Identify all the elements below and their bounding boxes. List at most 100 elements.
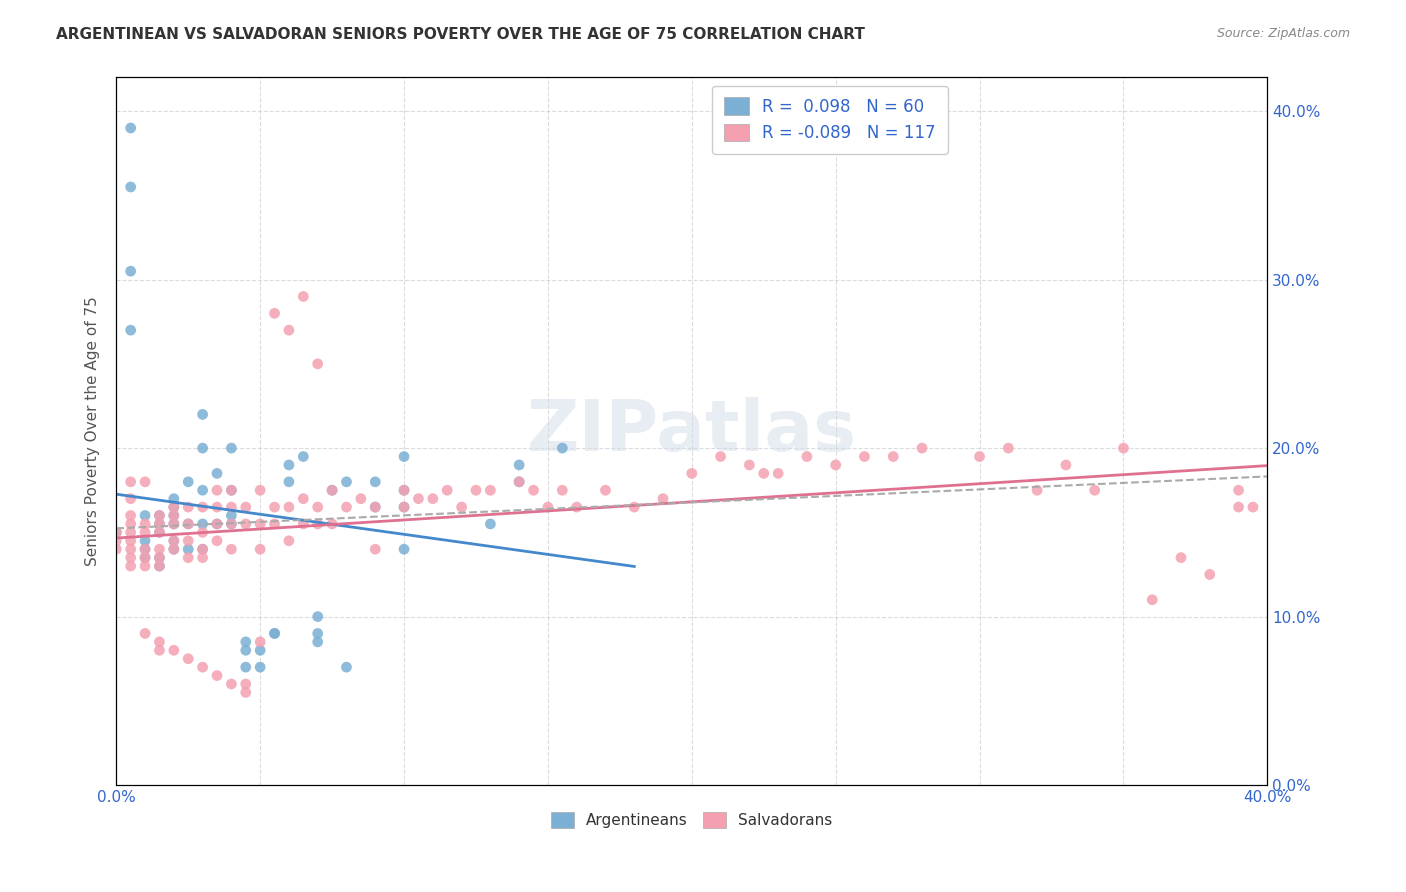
Point: [1198, 567, 1220, 582]
Point: [537, 500, 560, 514]
Point: [177, 516, 200, 531]
Point: [205, 516, 228, 531]
Point: [120, 491, 142, 506]
Text: ZIPatlas: ZIPatlas: [527, 397, 856, 466]
Point: [263, 516, 285, 531]
Point: [120, 550, 142, 565]
Point: [392, 500, 415, 514]
Point: [235, 500, 257, 514]
Point: [595, 483, 617, 498]
Point: [148, 508, 170, 523]
Point: [191, 660, 214, 674]
Point: [652, 491, 675, 506]
Point: [120, 559, 142, 574]
Point: [796, 450, 818, 464]
Point: [335, 660, 357, 674]
Point: [1026, 483, 1049, 498]
Point: [120, 533, 142, 548]
Point: [120, 120, 142, 135]
Point: [623, 500, 645, 514]
Point: [221, 516, 243, 531]
Point: [1170, 550, 1192, 565]
Point: [105, 525, 128, 540]
Point: [307, 500, 329, 514]
Point: [163, 542, 186, 557]
Point: [120, 525, 142, 540]
Point: [177, 500, 200, 514]
Point: [249, 660, 271, 674]
Point: [221, 516, 243, 531]
Point: [134, 542, 156, 557]
Point: [191, 525, 214, 540]
Point: [221, 508, 243, 523]
Point: [191, 408, 214, 422]
Point: [163, 533, 186, 548]
Point: [277, 533, 299, 548]
Point: [307, 635, 329, 649]
Point: [263, 500, 285, 514]
Point: [249, 635, 271, 649]
Point: [163, 508, 186, 523]
Point: [134, 508, 156, 523]
Point: [120, 516, 142, 531]
Point: [235, 635, 257, 649]
Point: [120, 475, 142, 489]
Point: [221, 500, 243, 514]
Point: [766, 467, 789, 481]
Point: [148, 559, 170, 574]
Point: [321, 516, 343, 531]
Point: [191, 441, 214, 455]
Point: [134, 626, 156, 640]
Point: [235, 643, 257, 657]
Point: [249, 542, 271, 557]
Y-axis label: Seniors Poverty Over the Age of 75: Seniors Poverty Over the Age of 75: [86, 296, 100, 566]
Point: [392, 500, 415, 514]
Point: [148, 542, 170, 557]
Point: [364, 542, 387, 557]
Point: [191, 483, 214, 498]
Point: [163, 542, 186, 557]
Point: [148, 516, 170, 531]
Point: [120, 323, 142, 337]
Point: [205, 483, 228, 498]
Point: [882, 450, 904, 464]
Point: [738, 458, 761, 472]
Point: [148, 643, 170, 657]
Point: [221, 441, 243, 455]
Point: [263, 626, 285, 640]
Point: [1084, 483, 1107, 498]
Point: [465, 483, 488, 498]
Point: [479, 483, 502, 498]
Point: [120, 180, 142, 194]
Point: [120, 508, 142, 523]
Point: [177, 533, 200, 548]
Point: [1142, 592, 1164, 607]
Point: [134, 550, 156, 565]
Point: [752, 467, 775, 481]
Point: [565, 500, 588, 514]
Point: [191, 550, 214, 565]
Point: [422, 491, 444, 506]
Point: [392, 450, 415, 464]
Point: [235, 516, 257, 531]
Point: [321, 483, 343, 498]
Point: [134, 525, 156, 540]
Point: [105, 542, 128, 557]
Point: [205, 467, 228, 481]
Point: [551, 483, 574, 498]
Point: [177, 516, 200, 531]
Point: [364, 500, 387, 514]
Point: [191, 542, 214, 557]
Point: [134, 550, 156, 565]
Point: [177, 475, 200, 489]
Point: [436, 483, 458, 498]
Point: [307, 357, 329, 371]
Point: [364, 500, 387, 514]
Point: [911, 441, 934, 455]
Point: [1241, 500, 1264, 514]
Point: [307, 516, 329, 531]
Point: [163, 491, 186, 506]
Point: [277, 458, 299, 472]
Point: [120, 542, 142, 557]
Point: [191, 516, 214, 531]
